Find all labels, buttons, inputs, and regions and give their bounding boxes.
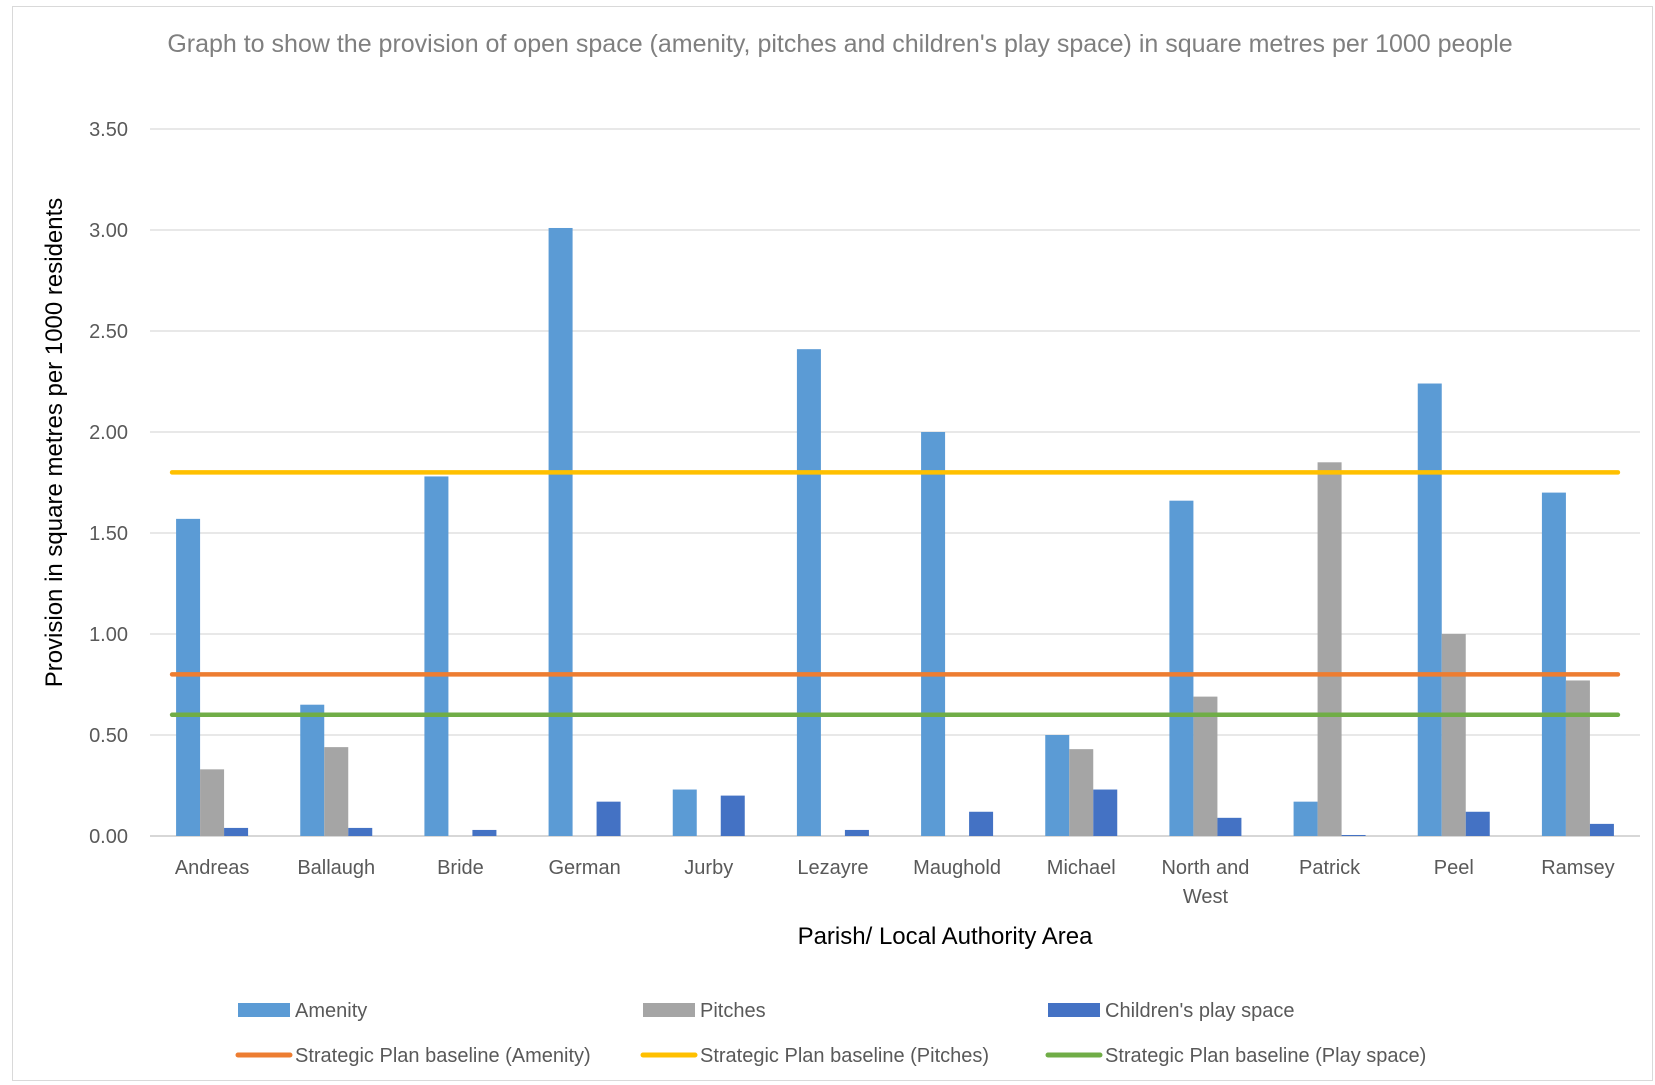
legend-label: Amenity [295, 1000, 367, 1022]
bar [1069, 749, 1094, 836]
bar [1341, 834, 1366, 836]
legend-label: Children's play space [1105, 1000, 1294, 1022]
y-tick-label: 1.50 [89, 523, 128, 545]
bar [672, 789, 697, 836]
x-tick-label: West [1183, 886, 1229, 908]
bar [596, 801, 621, 836]
bar [844, 829, 869, 836]
chart-title: Graph to show the provision of open spac… [167, 30, 1513, 58]
bar [224, 827, 249, 836]
bar [176, 518, 201, 836]
bar [300, 704, 325, 836]
x-tick-label: German [548, 857, 620, 879]
x-tick-label: Jurby [684, 857, 733, 879]
x-tick-label: Patrick [1299, 857, 1361, 879]
x-axis-title: Parish/ Local Authority Area [798, 923, 1093, 950]
x-tick-label: Lezayre [797, 857, 868, 879]
bar [1465, 811, 1490, 836]
y-tick-label: 0.50 [89, 725, 128, 747]
bar [1169, 500, 1194, 836]
bar [1417, 383, 1442, 836]
legend-label: Pitches [700, 1000, 766, 1022]
bar [1193, 696, 1218, 836]
bar [472, 829, 497, 836]
bar [200, 769, 225, 836]
bar [1317, 462, 1342, 836]
bar [1589, 823, 1614, 836]
x-tick-label: Michael [1047, 857, 1116, 879]
bar [424, 476, 449, 836]
y-tick-label: 3.50 [89, 119, 128, 141]
y-tick-label: 3.00 [89, 220, 128, 242]
x-tick-label: North and [1161, 857, 1249, 879]
x-tick-label: Ballaugh [297, 857, 375, 879]
chart-frame [12, 6, 1653, 1081]
bar [1045, 735, 1070, 836]
legend-label: Strategic Plan baseline (Pitches) [700, 1045, 989, 1067]
y-tick-label: 0.00 [89, 826, 128, 848]
y-tick-label: 2.00 [89, 422, 128, 444]
y-axis-title: Provision in square metres per 1000 resi… [41, 198, 68, 688]
x-tick-label: Maughold [913, 857, 1001, 879]
bar [1217, 817, 1242, 836]
y-tick-label: 2.50 [89, 321, 128, 343]
bar [348, 827, 373, 836]
legend-swatch [238, 1003, 290, 1017]
bar [969, 811, 994, 836]
x-tick-label: Peel [1434, 857, 1474, 879]
legend-swatch [643, 1003, 695, 1017]
legend-swatch [1048, 1003, 1100, 1017]
bar [1441, 634, 1466, 836]
x-tick-label: Ramsey [1541, 857, 1614, 879]
legend-label: Strategic Plan baseline (Play space) [1105, 1045, 1426, 1067]
x-tick-label: Andreas [175, 857, 250, 879]
y-tick-label: 1.00 [89, 624, 128, 646]
bar [1565, 680, 1590, 836]
legend-label: Strategic Plan baseline (Amenity) [295, 1045, 591, 1067]
bar [1093, 789, 1118, 836]
x-tick-label: Bride [437, 857, 484, 879]
bar [324, 747, 349, 836]
bar [720, 795, 745, 836]
bar [1293, 801, 1318, 836]
bar [1541, 492, 1566, 836]
bar [796, 349, 821, 836]
bar [921, 432, 946, 836]
bar [548, 227, 573, 837]
